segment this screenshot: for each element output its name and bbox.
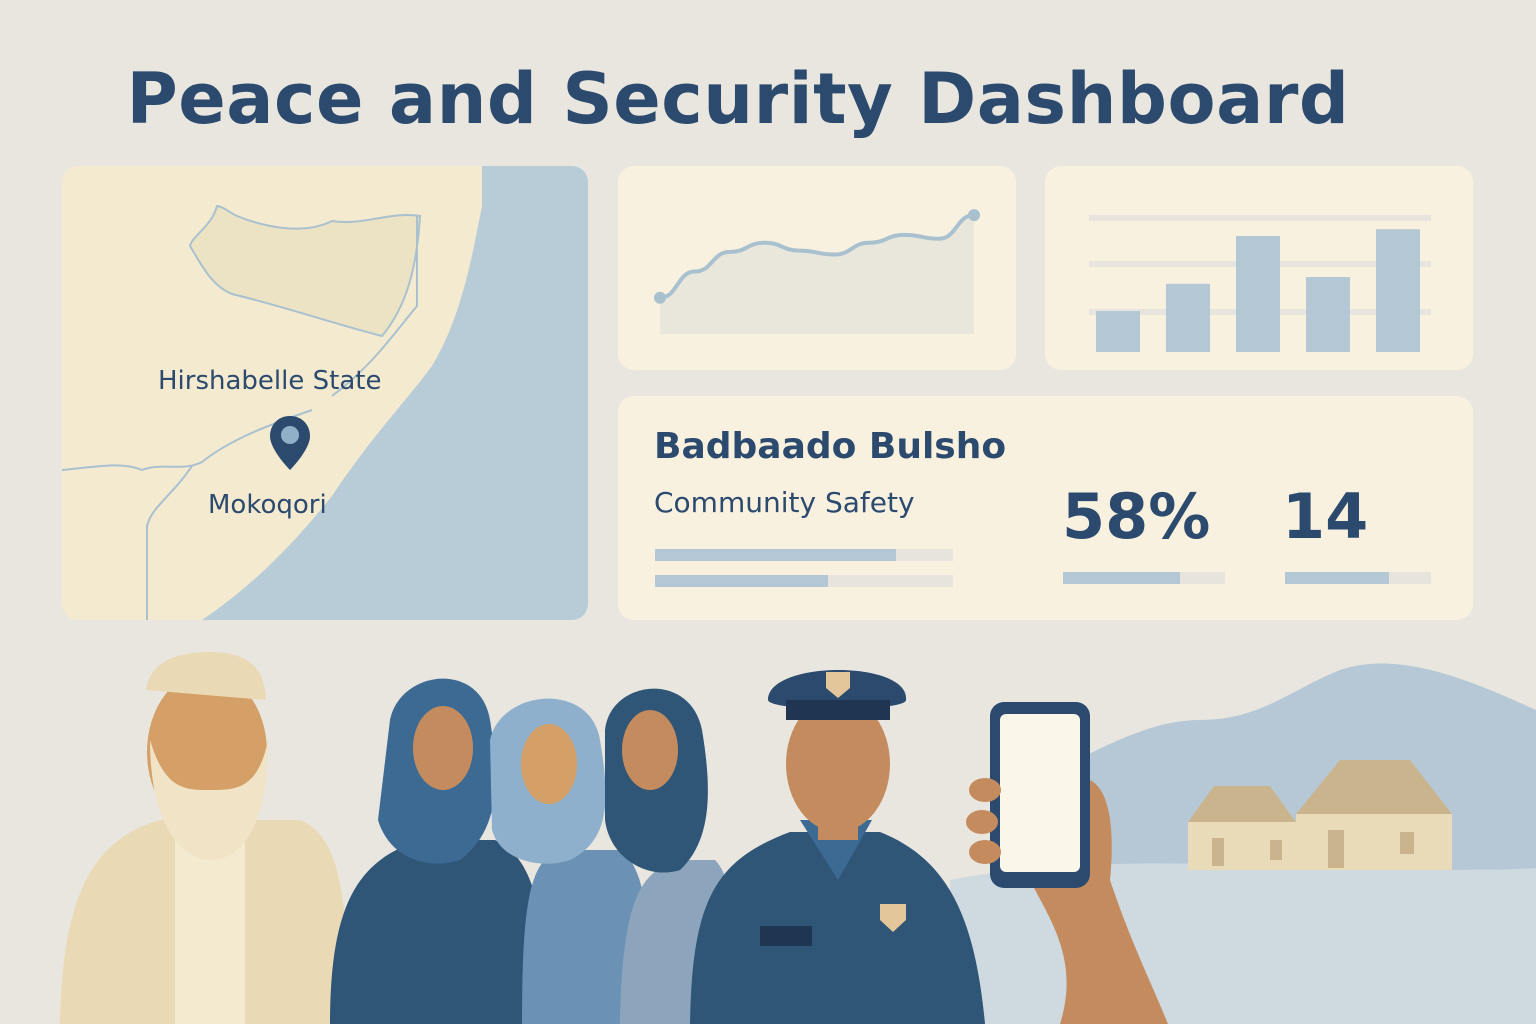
police-officer-figure [690,670,985,1024]
count-fill [1285,572,1389,584]
location-pin-icon[interactable] [268,414,312,472]
progress-fill [655,575,828,587]
house [1296,760,1452,870]
percent-track [1063,572,1225,584]
count-track [1285,572,1431,584]
percent-fill [1063,572,1180,584]
ocean [202,166,588,620]
count-value: 14 [1282,480,1369,553]
border-line [146,465,193,620]
bar [1166,283,1210,352]
bar-chart-card [1045,166,1473,370]
line-chart-card [618,166,1016,370]
data-point [968,209,980,222]
data-point [654,291,666,304]
bar [1306,276,1350,352]
percent-value: 58% [1062,480,1211,553]
progress-track [655,575,953,587]
somalia-map [62,166,588,620]
progress-fill [655,549,897,561]
border-line [62,409,313,472]
bar [1096,311,1140,352]
phone-screen [1000,714,1080,872]
stats-card: Badbaado Bulsho Community Safety 58% 14 [618,396,1473,620]
page-title: Peace and Security Dashboard [126,58,1350,140]
program-name: Badbaado Bulsho [654,426,1007,467]
chest-badge-icon [880,904,906,932]
line-area [660,215,974,334]
bar [1236,236,1280,352]
elder-figure [60,652,350,1024]
bar-chart [1089,215,1431,352]
line-chart [654,209,980,334]
phone-hand [966,702,1168,1024]
house [1188,786,1296,870]
region-label: Hirshabelle State [158,366,382,396]
bar [1376,229,1420,352]
community-illustration [60,652,1536,1024]
border-line [331,216,418,397]
northern-region [188,204,422,338]
cap-badge-icon [826,672,850,698]
town-label: Mokoqori [208,490,327,520]
program-subtitle: Community Safety [654,486,915,519]
woman-figure [330,678,548,1024]
series-line [659,213,975,300]
progress-track [655,549,953,561]
woman-figure [490,698,650,1024]
map-card[interactable]: Hirshabelle State Mokoqori [62,166,588,620]
